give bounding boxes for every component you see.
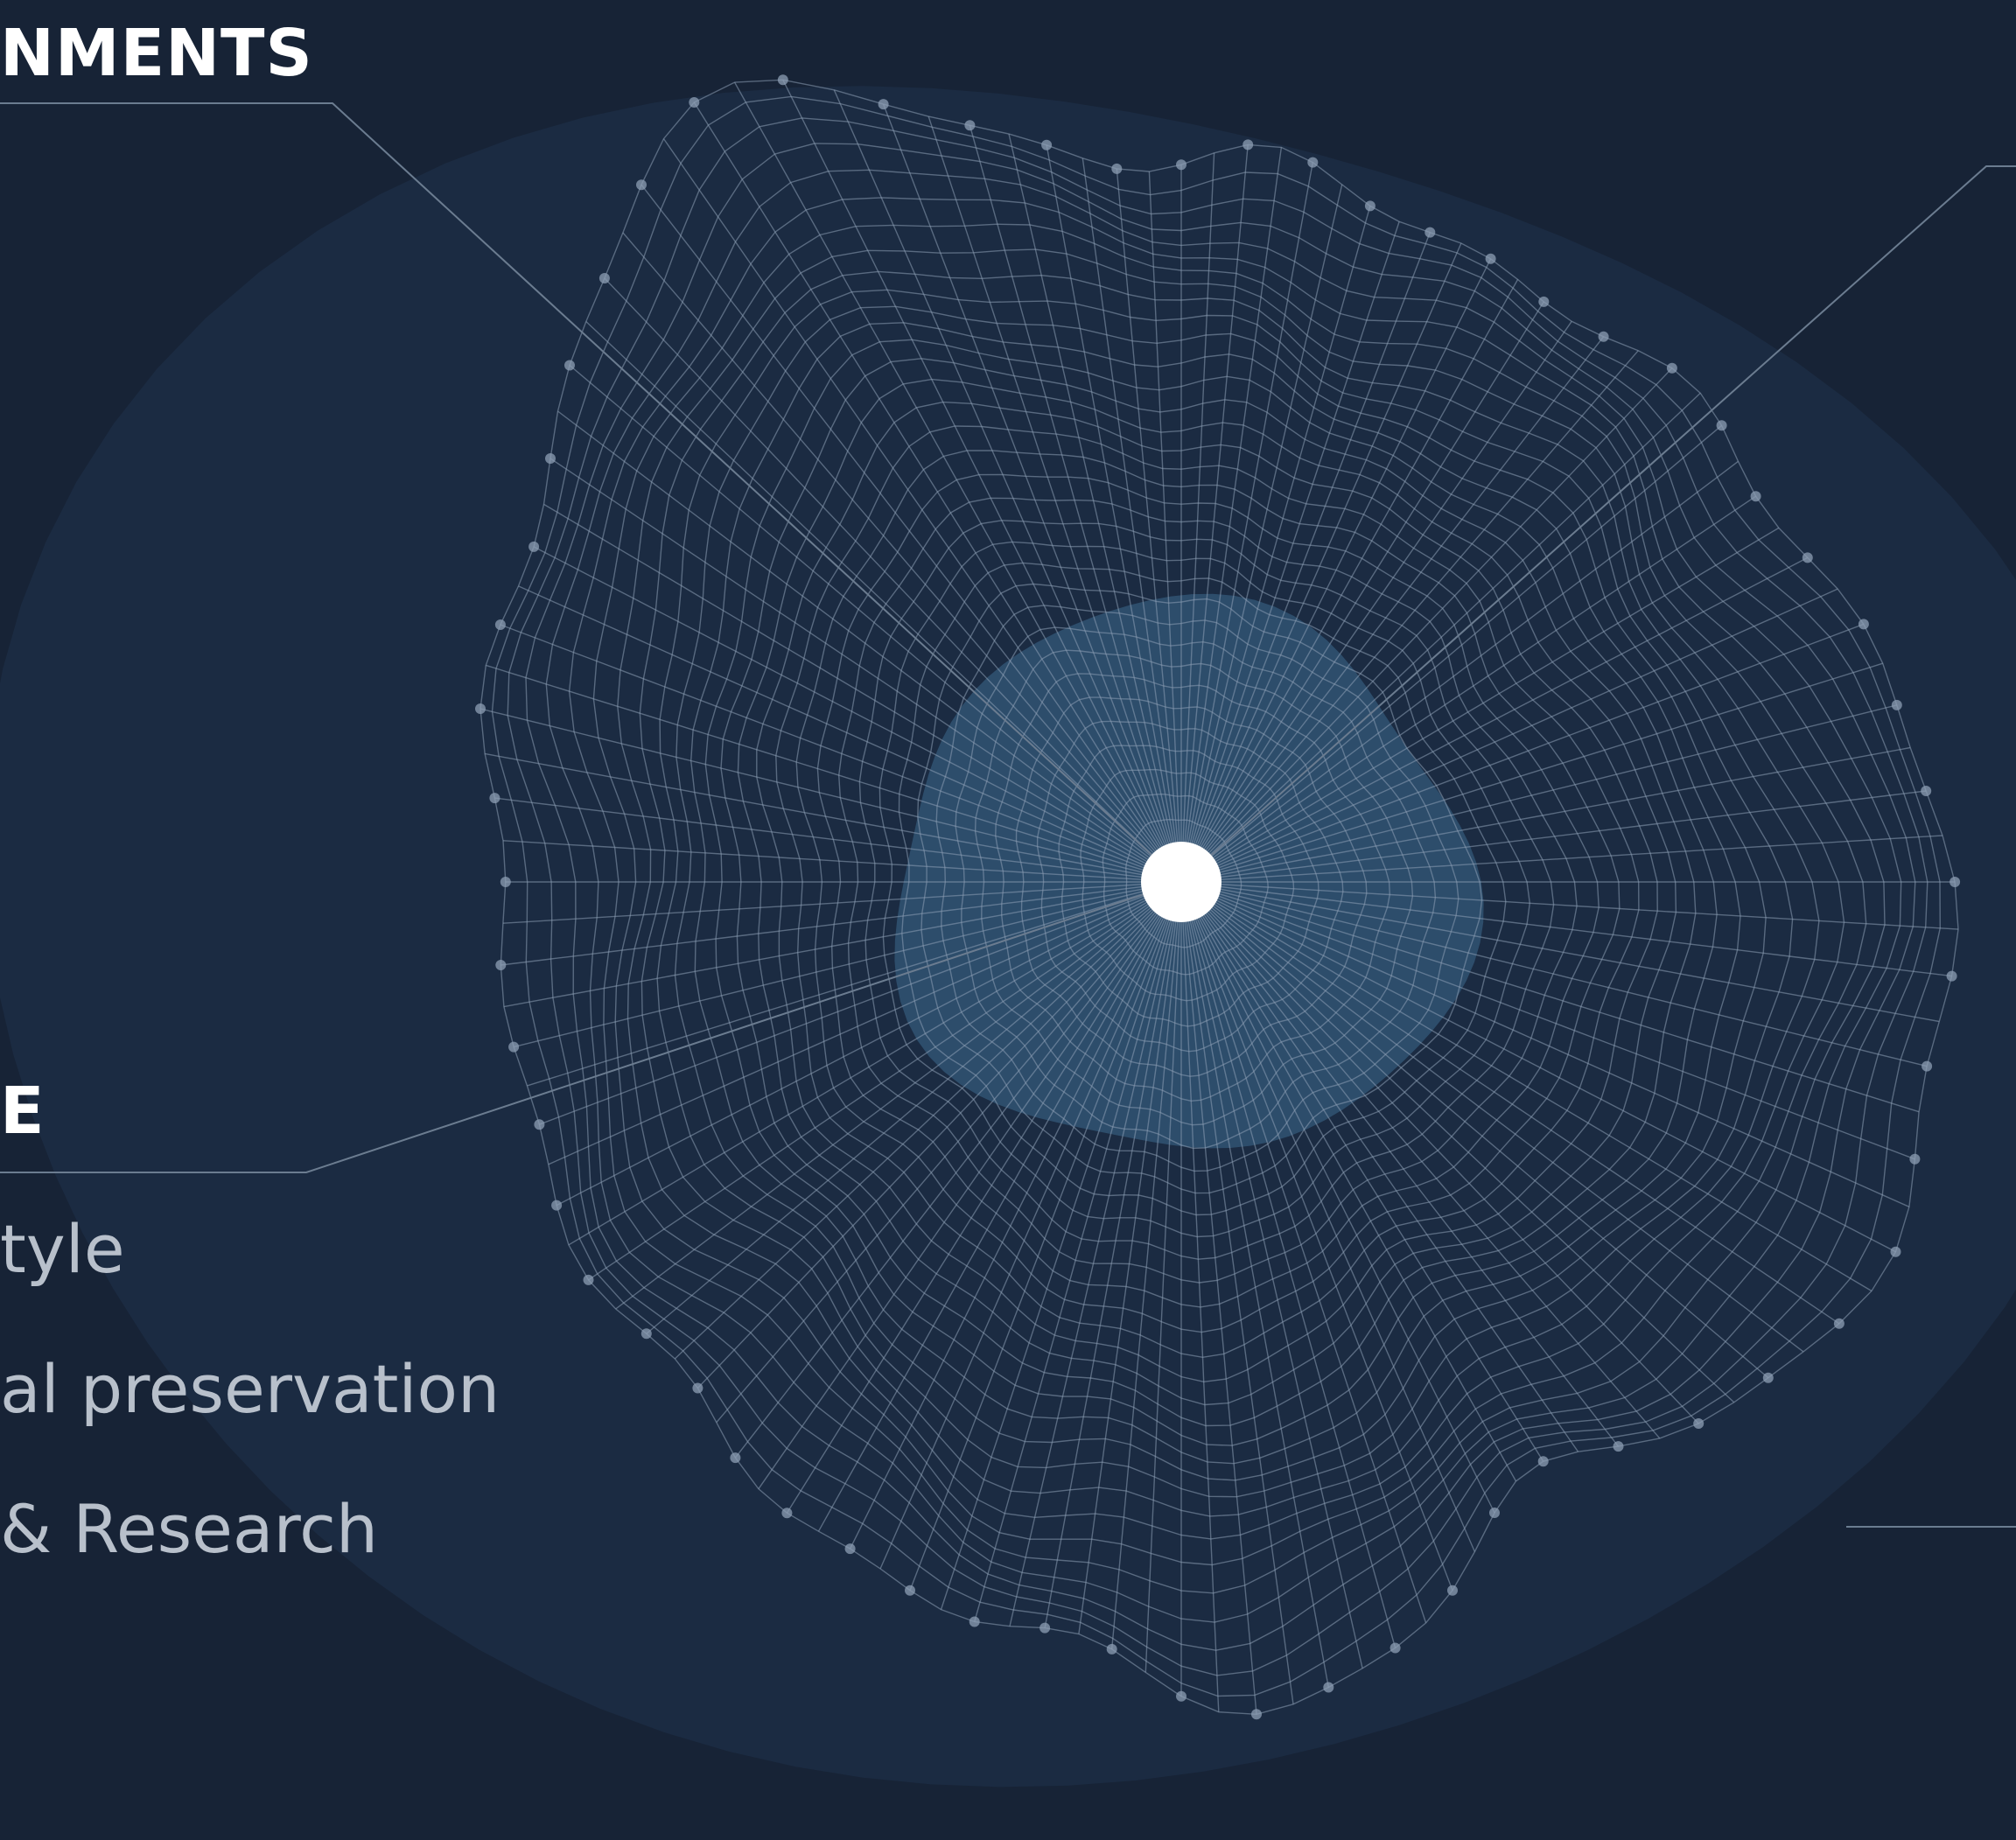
mesh-node (640, 1328, 652, 1340)
mesh-node (1891, 699, 1902, 710)
mesh-node (1666, 362, 1677, 374)
topic-item: & Research (0, 1490, 379, 1568)
leader-line (0, 102, 1182, 883)
mesh-node (1946, 970, 1957, 982)
mesh-node (636, 179, 647, 191)
mesh-node (494, 619, 506, 630)
mesh-node (1537, 1456, 1549, 1467)
mesh-node (475, 703, 486, 714)
mesh-node (1106, 1643, 1117, 1655)
mesh-node (1802, 552, 1813, 563)
mesh-node (598, 273, 610, 283)
mesh-node (1040, 1622, 1051, 1634)
mesh-node (534, 1119, 545, 1130)
mesh-node (1447, 1585, 1458, 1596)
mesh-node (781, 1508, 793, 1519)
leader-line (1180, 165, 2016, 883)
mesh-node (500, 877, 511, 887)
mesh-node (1833, 1318, 1844, 1329)
mesh-node (1242, 139, 1254, 150)
section-heading-middle: E (0, 1074, 46, 1149)
mesh-node (1921, 786, 1932, 796)
mesh-node (1041, 139, 1053, 150)
mesh-node (777, 74, 788, 86)
mesh-node (905, 1585, 915, 1596)
mesh-node (1307, 157, 1319, 168)
mesh-node (1424, 227, 1436, 238)
mesh-node (1485, 253, 1496, 264)
mesh-nodes (475, 74, 1961, 1720)
topic-item: tyle (0, 1210, 125, 1288)
mesh-node (878, 99, 889, 110)
mesh-node (1176, 1690, 1186, 1702)
center-dot (1141, 842, 1222, 922)
mesh-node (1538, 296, 1550, 307)
mesh-node (1858, 619, 1869, 630)
section-heading-top: NMENTS (0, 16, 313, 91)
mesh-node (1950, 877, 1961, 887)
mesh-node (964, 120, 976, 131)
mesh-node (1716, 420, 1727, 431)
mesh-node (1693, 1418, 1704, 1429)
mesh-node (495, 960, 507, 970)
mesh-node (689, 97, 700, 108)
mesh-node (1489, 1508, 1500, 1518)
mesh-node (1762, 1372, 1774, 1383)
mesh-node (969, 1616, 980, 1627)
mesh-node (528, 541, 540, 552)
mesh-node (1251, 1709, 1262, 1720)
mesh-node (489, 793, 500, 804)
mesh-node (1111, 163, 1123, 174)
topic-item: al preservation (0, 1350, 500, 1428)
mesh-node (1613, 1441, 1624, 1452)
mesh-node (508, 1041, 520, 1053)
leader-line (0, 881, 1182, 1173)
mesh-node (1390, 1642, 1401, 1654)
mesh-spokes (480, 79, 1959, 1715)
mesh-node (844, 1543, 856, 1555)
mesh-node (551, 1200, 563, 1211)
mesh-node (1890, 1246, 1901, 1257)
mesh-node (730, 1452, 741, 1464)
mesh-node (564, 360, 575, 371)
mesh-node (1598, 331, 1609, 342)
mesh-node (1364, 200, 1376, 212)
mesh-node (1176, 159, 1186, 171)
mesh-node (1909, 1153, 1921, 1165)
mesh-node (1750, 491, 1761, 502)
mesh-node (583, 1274, 594, 1285)
wireframe-mesh (475, 74, 1961, 1720)
mesh-node (692, 1382, 704, 1394)
mesh-node (1922, 1060, 1933, 1072)
mesh-node (545, 453, 556, 464)
mesh-node (1323, 1682, 1334, 1693)
leader-lines (0, 102, 2016, 1528)
